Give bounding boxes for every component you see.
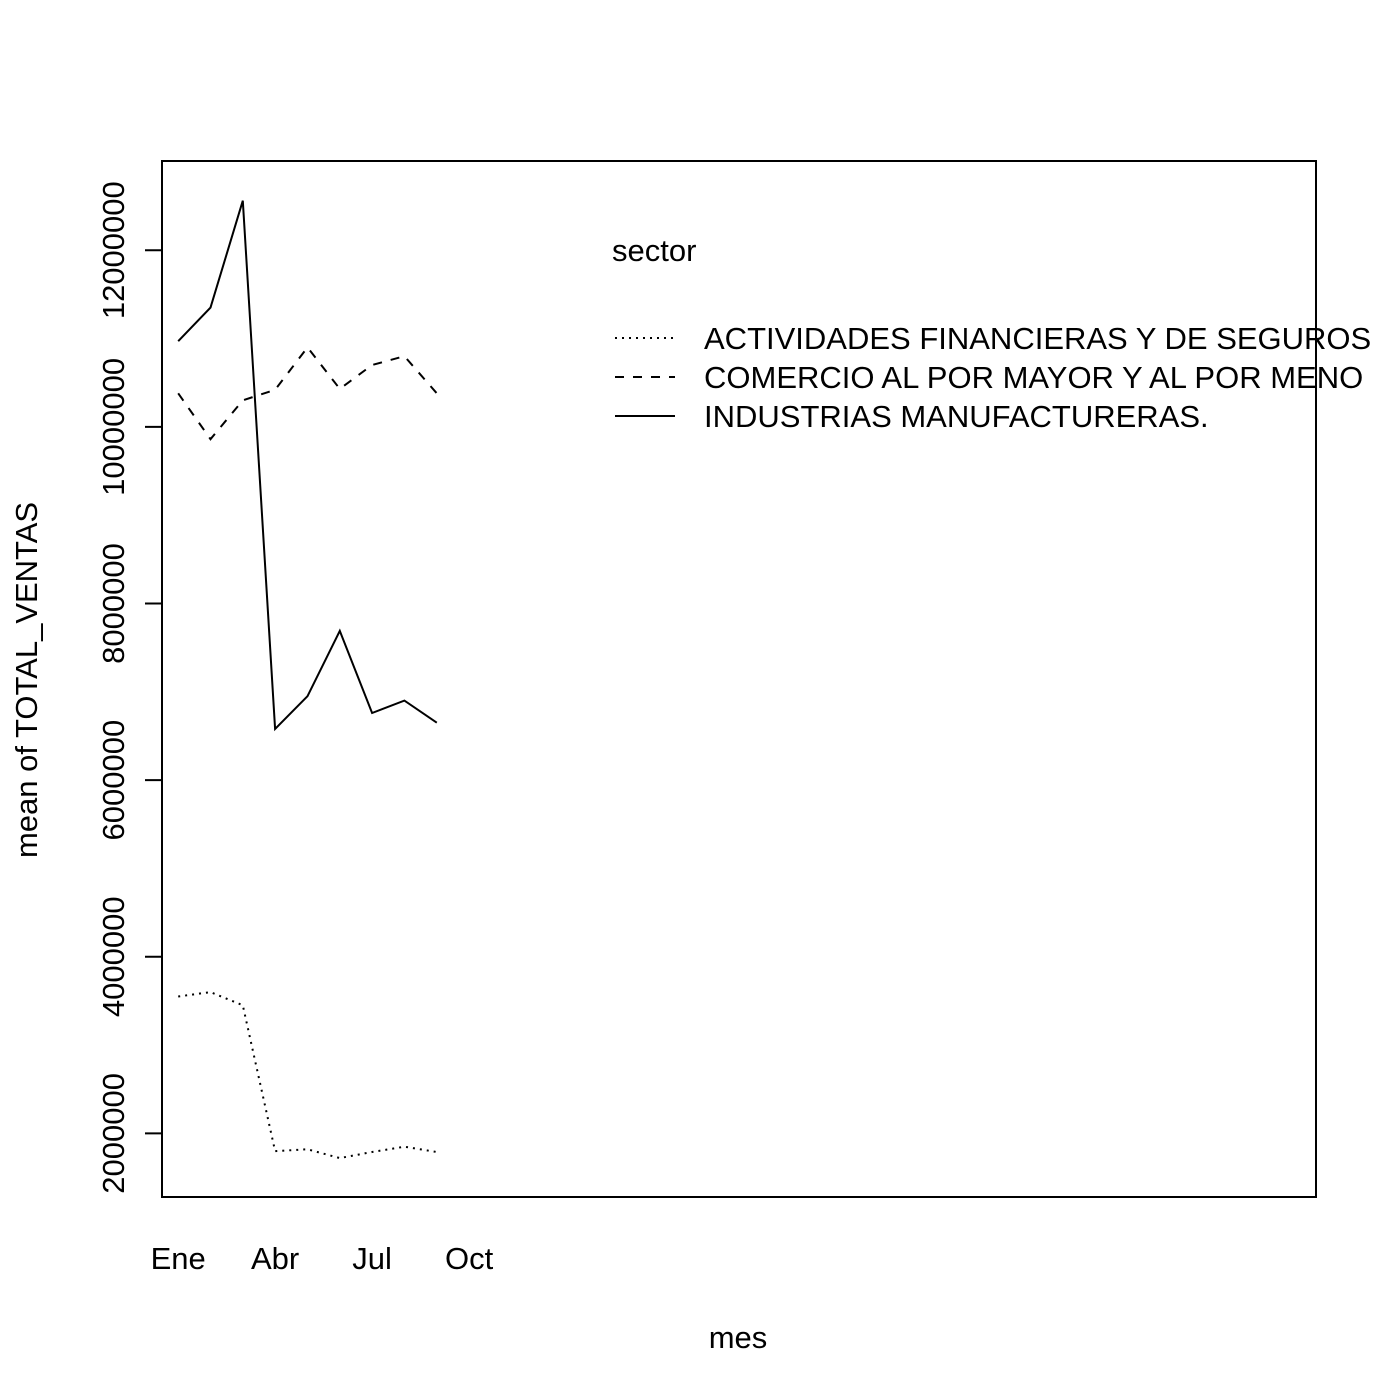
series-line-actividades-financieras-y-de-seguros [178, 991, 437, 1160]
plot-frame [161, 160, 1317, 1198]
series-line-industrias-manufactureras [177, 200, 438, 732]
x-tick-label: Oct [445, 1241, 494, 1276]
x-tick-label: Abr [251, 1241, 299, 1276]
legend-label: COMERCIO AL POR MAYOR Y AL POR MENO [704, 360, 1363, 395]
y-axis: 2000000 4000000 6000000 8000000 10000000 1200… [96, 181, 163, 1194]
y-tick-label: 2000000 [96, 1073, 131, 1194]
legend-label: ACTIVIDADES FINANCIERAS Y DE SEGUROS [704, 321, 1371, 356]
x-tick-label: Ene [151, 1241, 206, 1276]
x-tick-label: Jul [352, 1241, 392, 1276]
series-lines [177, 200, 438, 1160]
x-axis-label: mes [709, 1320, 768, 1355]
y-tick-label: 4000000 [96, 896, 131, 1017]
y-tick-label: 6000000 [96, 720, 131, 841]
y-tick-label: 10000000 [96, 358, 131, 496]
y-tick-label: 12000000 [96, 181, 131, 319]
legend: sector ACTIVIDADES FINANCIERAS Y DE SEGU… [612, 233, 1371, 434]
x-axis: Ene Abr Jul Oct [151, 1241, 494, 1276]
legend-title: sector [612, 233, 696, 268]
y-tick-label: 8000000 [96, 543, 131, 664]
legend-label: INDUSTRIAS MANUFACTURERAS. [704, 399, 1209, 434]
y-axis-label: mean of TOTAL_VENTAS [9, 502, 44, 858]
series-line-comercio-al-por-mayor-y-al-por-menor [177, 345, 438, 441]
